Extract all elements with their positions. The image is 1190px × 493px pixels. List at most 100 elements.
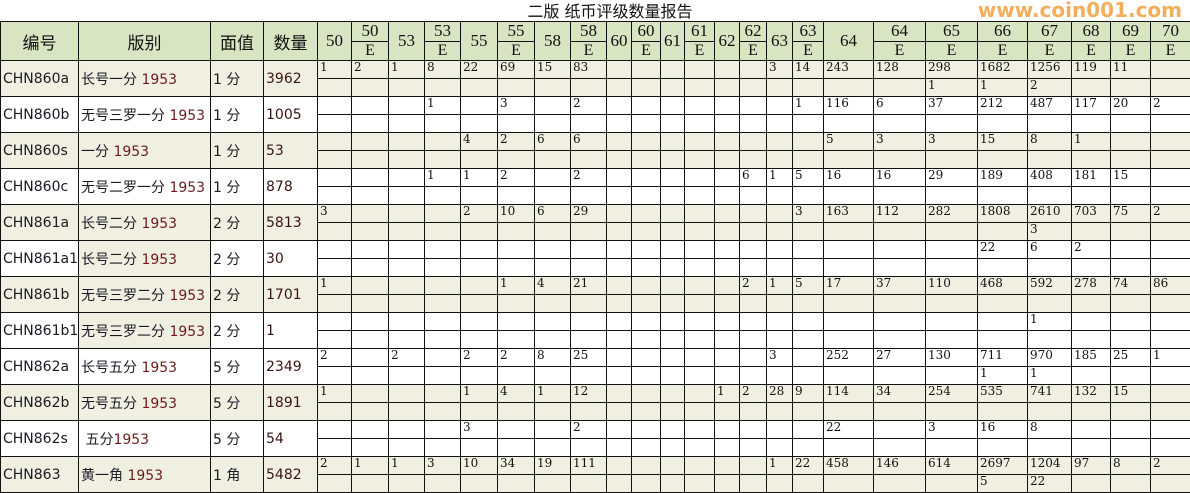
grade-count: [388, 384, 425, 403]
grade-count-star: [388, 186, 425, 205]
grade-count-star: [1150, 402, 1190, 421]
grade-count-star: [823, 366, 874, 385]
grade-count-star: [977, 186, 1028, 205]
grade-count-star: [631, 114, 661, 133]
grade-count-star: [497, 78, 535, 97]
grade-count-star: [792, 222, 824, 241]
grade-count: 3: [766, 60, 793, 79]
header-grade-61: 61: [660, 21, 685, 61]
grade-count: 1: [766, 168, 793, 187]
grade-count-star: [1110, 402, 1151, 421]
grade-count: [460, 96, 498, 115]
table-row-sub: [1, 438, 1190, 457]
grade-count: 5: [792, 276, 824, 295]
grade-count-star: [424, 294, 461, 313]
cell-variety: 无号五分 1953: [78, 384, 211, 421]
grade-count-star: [497, 150, 535, 169]
header-grade-62e: 62: [739, 21, 767, 42]
header-grade-suffix: E: [497, 40, 535, 61]
grade-count: 2: [351, 60, 389, 79]
grade-count: [351, 312, 389, 331]
cell-code: CHN862a: [0, 348, 79, 385]
grade-count-star: [497, 186, 535, 205]
grade-count: 34: [873, 384, 926, 403]
grade-count-star: [1071, 402, 1111, 421]
grade-count-star: [873, 366, 926, 385]
grade-count: [631, 132, 661, 151]
header-grade-55e: 55: [497, 21, 535, 42]
grade-count: [351, 96, 389, 115]
year-text: 1953: [141, 71, 178, 88]
grade-count: [684, 204, 715, 223]
grade-count-star: [1071, 258, 1111, 277]
grade-count: 6: [534, 204, 571, 223]
grade-count: 1: [460, 384, 498, 403]
grade-count-star: [1150, 294, 1190, 313]
grade-count: [606, 132, 632, 151]
grade-count-star: [1027, 114, 1072, 133]
grade-count: [766, 240, 793, 259]
grade-count-star: [1071, 330, 1111, 349]
grade-count-star: [497, 330, 535, 349]
grade-count: 1: [497, 276, 535, 295]
grade-count: [388, 420, 425, 439]
grade-count: [1110, 420, 1151, 439]
grade-count: [660, 312, 685, 331]
grade-count: [534, 420, 571, 439]
grade-count: 11: [1110, 60, 1151, 79]
grade-count-star: [766, 78, 793, 97]
grade-count: [1071, 420, 1111, 439]
grade-count-star: [388, 222, 425, 241]
quantity-text: 2349: [266, 358, 302, 375]
grade-count: 6: [570, 132, 607, 151]
grade-count-star: [534, 114, 571, 133]
grade-count: 37: [925, 96, 978, 115]
grade-count: [631, 456, 661, 475]
grade-count-star: [714, 114, 740, 133]
year-text: 1953: [169, 179, 206, 196]
grade-count: [631, 348, 661, 367]
grade-count-star: [317, 366, 352, 385]
grade-count: 1: [317, 60, 352, 79]
grade-count-star: [631, 438, 661, 457]
grade-count-star: [534, 438, 571, 457]
cell-code: CHN861a: [0, 204, 79, 241]
grade-count: [534, 312, 571, 331]
grade-count-star: [684, 402, 715, 421]
grade-count-star: 1: [977, 366, 1028, 385]
grade-count-star: [497, 294, 535, 313]
grade-count-star: [497, 366, 535, 385]
grade-count-star: [823, 438, 874, 457]
grade-count: [684, 384, 715, 403]
grade-count: 114: [823, 384, 874, 403]
variety-text: 一分: [81, 143, 114, 160]
grade-count: 1: [1150, 348, 1190, 367]
grade-count-star: [823, 114, 874, 133]
grade-count-star: [424, 402, 461, 421]
grade-count: 468: [977, 276, 1028, 295]
grade-count-star: [977, 222, 1028, 241]
variety-text: 长号五分: [81, 359, 142, 376]
header-grade-suffix: E: [1110, 40, 1151, 61]
cell-variety: 长号二分 1953: [78, 240, 211, 277]
grade-count: 3: [317, 204, 352, 223]
quantity-text: 1891: [266, 394, 302, 411]
grade-count-star: [660, 330, 685, 349]
grade-count: 9: [792, 384, 824, 403]
report-title: 二版 纸币评级数量报告: [527, 2, 693, 21]
cell-variety: 长号一分 1953: [78, 60, 211, 97]
grade-count-star: [714, 330, 740, 349]
grade-count-star: [1150, 438, 1190, 457]
grade-count-star: [1150, 330, 1190, 349]
grade-count: 8: [1027, 132, 1072, 151]
grade-count: 2: [570, 96, 607, 115]
grade-count: 16: [977, 420, 1028, 439]
grade-count: 117: [1071, 96, 1111, 115]
variety-text: 五分: [81, 431, 114, 448]
grade-count-star: [925, 150, 978, 169]
grade-count: 1808: [977, 204, 1028, 223]
grade-count-star: [534, 294, 571, 313]
grade-count-star: [792, 150, 824, 169]
grade-count: [792, 240, 824, 259]
grade-count-star: [1110, 78, 1151, 97]
